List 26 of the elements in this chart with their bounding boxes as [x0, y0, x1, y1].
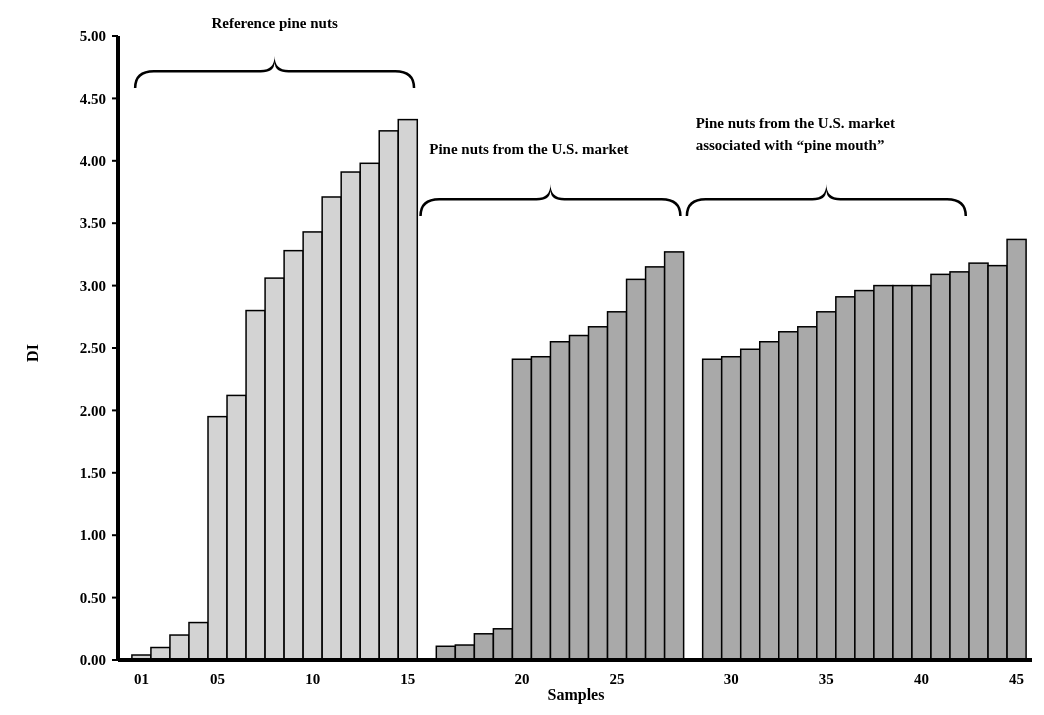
x-tick-label: 10 [305, 671, 321, 687]
y-tick-label: 2.00 [79, 402, 106, 419]
x-tick-label: 20 [514, 671, 530, 687]
x-tick-label: 40 [913, 671, 929, 687]
y-tick-label: 3.00 [79, 277, 106, 294]
x-tick-label: 15 [400, 671, 416, 687]
annotation: Pine nuts from the U.S. market associated with “pine mouth” [695, 115, 895, 153]
x-tick-label: 01 [133, 671, 149, 687]
annotation: Pine nuts from the U.S. market [429, 141, 629, 157]
y-tick-label: 4.50 [79, 90, 106, 107]
x-tick-label: 45 [1009, 671, 1025, 687]
x-tick-label: 05 [210, 671, 226, 687]
y-tick-label: 4.00 [79, 153, 106, 170]
x-tick-label: 35 [818, 671, 834, 687]
y-tick-label: 0.50 [79, 589, 106, 606]
y-tick-label: 1.50 [79, 465, 106, 482]
y-tick-label: 2.50 [79, 340, 106, 357]
x-tick-label: 25 [609, 671, 625, 687]
text: Reference pine nuts [211, 15, 338, 31]
x-axis-title: Samples [547, 686, 605, 704]
y-tick-label: 1.00 [79, 527, 106, 544]
y-tick-label: 3.50 [79, 215, 106, 232]
y-tick-label: 5.00 [79, 28, 106, 45]
x-tick-label: 30 [723, 671, 739, 687]
y-tick-label: 0.00 [79, 652, 106, 669]
y-axis-title: DI [24, 344, 41, 362]
